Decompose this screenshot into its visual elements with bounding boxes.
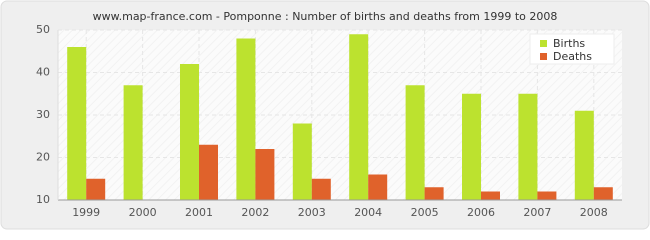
bar bbox=[86, 178, 106, 200]
y-tick-label: 50 bbox=[36, 23, 50, 36]
bar bbox=[180, 64, 199, 200]
legend-swatch bbox=[540, 40, 547, 47]
x-tick-label: 1999 bbox=[72, 206, 100, 219]
x-tick-label: 2007 bbox=[523, 206, 551, 219]
bar bbox=[481, 191, 500, 200]
y-tick-label: 20 bbox=[36, 151, 50, 164]
x-tick-label: 2003 bbox=[298, 206, 326, 219]
bar bbox=[462, 93, 481, 200]
x-tick-label: 2002 bbox=[241, 206, 269, 219]
y-tick-label: 10 bbox=[36, 193, 50, 206]
bar bbox=[349, 34, 369, 200]
chart-title: www.map-france.com - Pomponne : Number o… bbox=[93, 10, 558, 23]
bar bbox=[368, 174, 388, 200]
bar bbox=[518, 93, 538, 200]
legend-swatch bbox=[540, 53, 547, 60]
bar bbox=[537, 191, 557, 200]
x-tick-label: 2008 bbox=[580, 206, 608, 219]
legend-label: Deaths bbox=[553, 50, 592, 63]
y-tick-label: 30 bbox=[36, 108, 50, 121]
bar bbox=[123, 85, 143, 200]
bar bbox=[405, 85, 425, 200]
x-tick-label: 2001 bbox=[185, 206, 213, 219]
bar bbox=[236, 38, 256, 200]
x-tick-label: 2004 bbox=[354, 206, 382, 219]
legend-label: Births bbox=[553, 37, 585, 50]
bar bbox=[292, 123, 312, 200]
bar bbox=[311, 178, 331, 200]
x-tick-label: 2000 bbox=[129, 206, 157, 219]
bar bbox=[255, 149, 275, 200]
chart: www.map-france.com - Pomponne : Number o… bbox=[0, 0, 650, 230]
bar bbox=[424, 187, 444, 200]
bar bbox=[199, 144, 218, 200]
y-tick-label: 40 bbox=[36, 66, 50, 79]
bar bbox=[67, 47, 87, 200]
x-tick-label: 2005 bbox=[411, 206, 439, 219]
bar bbox=[574, 110, 594, 200]
bar bbox=[593, 187, 613, 200]
x-tick-label: 2006 bbox=[467, 206, 495, 219]
